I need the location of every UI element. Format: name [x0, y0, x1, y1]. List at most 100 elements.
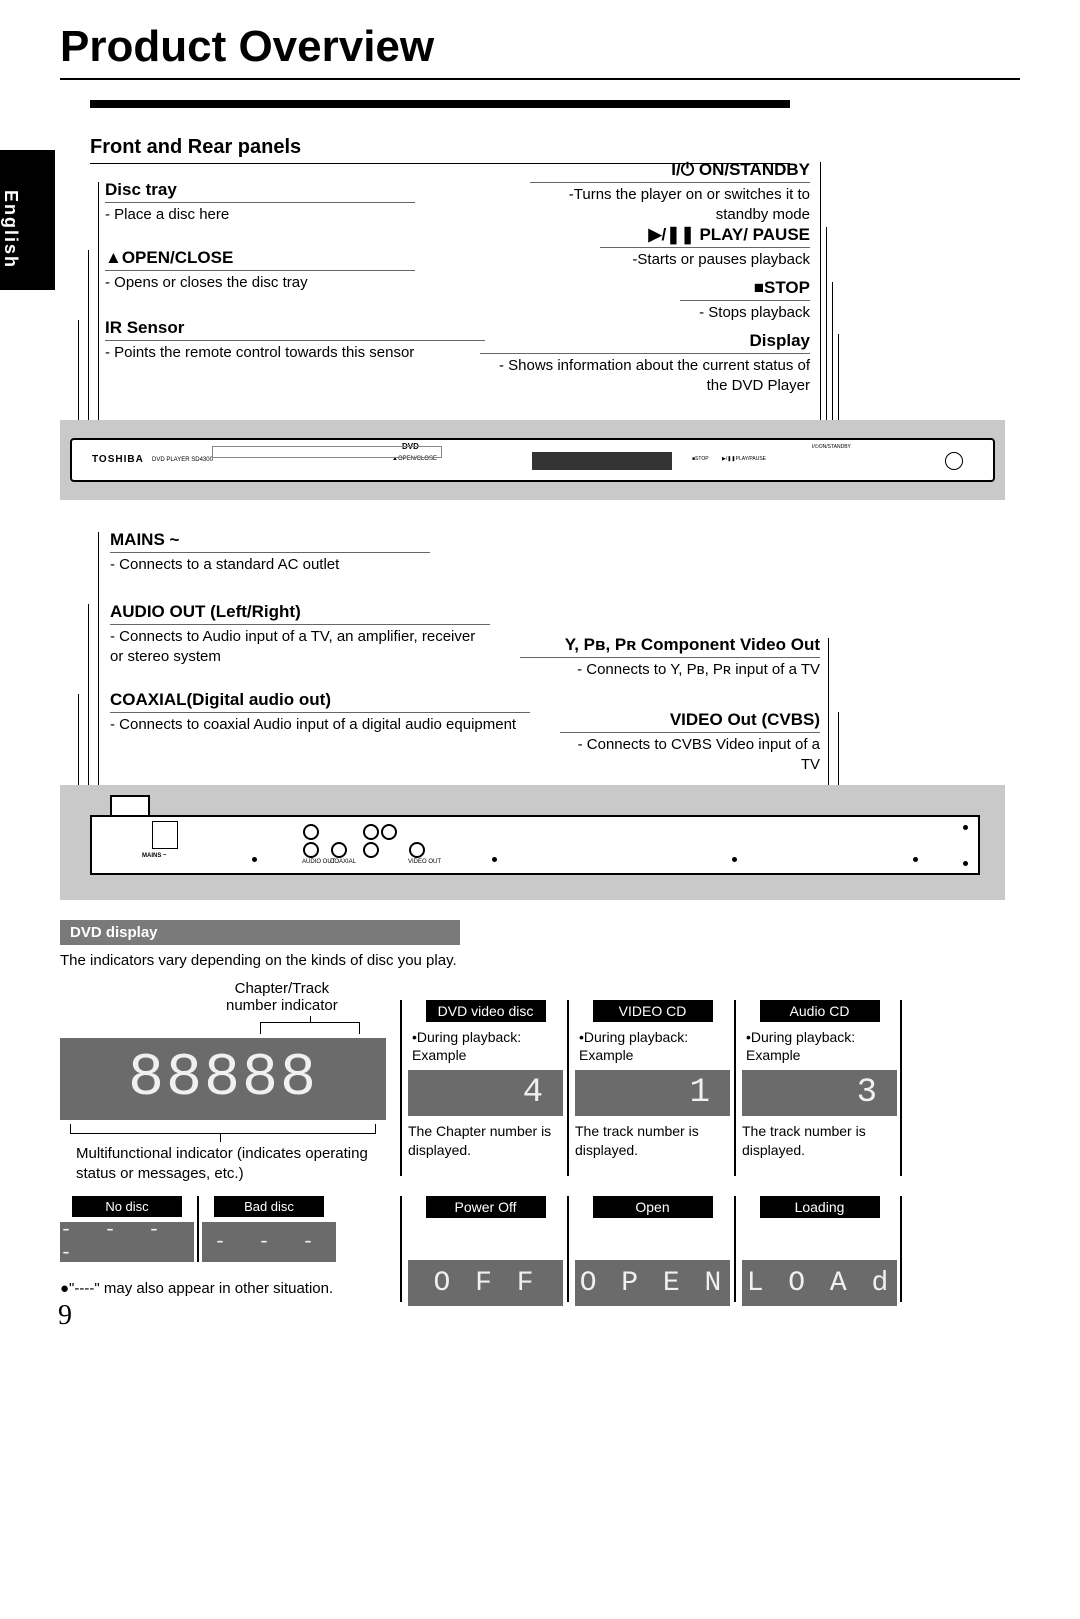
display-col-dvd: DVD video disc •During playback: Example… — [408, 1000, 563, 1159]
screw-dot — [492, 857, 497, 862]
display-desc: - Shows information about the current st… — [480, 356, 810, 395]
cvbs-jack: VIDEO OUT — [408, 841, 441, 865]
col-divider — [734, 1196, 736, 1302]
disc-tray-title: Disc tray — [105, 180, 415, 203]
col-desc: The Chapter number is displayed. — [408, 1122, 563, 1158]
model-label: DVD PLAYER SD4300 — [152, 457, 213, 463]
no-disc-seg: - - - - — [60, 1222, 194, 1262]
title-underline — [60, 78, 1020, 80]
bracket — [70, 1124, 376, 1134]
col-desc: The track number is displayed. — [742, 1122, 897, 1158]
on-standby-desc: -Turns the player on or switches it to s… — [530, 185, 810, 224]
col-divider — [197, 1196, 199, 1262]
front-device: TOSHIBA DVD PLAYER SD4300 DVD ▲OPEN/CLOS… — [70, 438, 995, 482]
coaxial-desc: - Connects to coaxial Audio input of a d… — [110, 715, 530, 735]
brand-label: TOSHIBA — [92, 454, 144, 465]
bad-disc-header: Bad disc — [214, 1196, 324, 1217]
col-divider — [400, 1000, 402, 1176]
col-header: Open — [593, 1196, 713, 1218]
callout-line — [826, 227, 827, 445]
bracket — [260, 1022, 360, 1034]
video-out-title: VIDEO Out (CVBS) — [560, 710, 820, 733]
col-note: •During playback: Example — [742, 1028, 897, 1064]
page-title: Product Overview — [60, 22, 434, 72]
display-col-audiocd: Audio CD •During playback: Example 3 The… — [742, 1000, 897, 1159]
col-seg: 4 — [408, 1070, 563, 1116]
mains-label: MAINS ~ — [142, 853, 167, 859]
big-segment-display: 88888 — [60, 1038, 386, 1120]
standby-button — [945, 452, 963, 470]
screw-dot — [913, 857, 918, 862]
component-desc: - Connects to Y, Pʙ, Pʀ input of a TV — [520, 660, 820, 680]
display-col-poweroff: Power Off O F F — [408, 1196, 563, 1306]
col-divider — [567, 1196, 569, 1302]
callout-line — [98, 182, 99, 460]
ir-sensor-desc: - Points the remote control towards this… — [105, 343, 485, 363]
col-header: Power Off — [426, 1196, 546, 1218]
col-divider — [567, 1000, 569, 1176]
mains-title: MAINS ~ — [110, 530, 430, 553]
video-out-desc: - Connects to CVBS Video input of a TV — [560, 735, 820, 774]
display-note: The indicators vary depending on the kin… — [60, 952, 457, 969]
col-divider — [900, 1196, 902, 1302]
disc-tray-outline — [212, 446, 442, 458]
display-col-loading: Loading L O A d — [742, 1196, 897, 1306]
open-close-title: ▲OPEN/CLOSE — [105, 248, 415, 271]
coaxial-jack: COAXIAL — [330, 841, 356, 865]
component-jacks — [362, 823, 398, 859]
no-disc-header: No disc — [72, 1196, 182, 1217]
mains-port — [152, 821, 178, 849]
component-title: Y, Pʙ, Pʀ Component Video Out — [520, 635, 820, 658]
screw-dot — [963, 825, 968, 830]
ir-sensor-title: IR Sensor — [105, 318, 485, 341]
chapter-track-label: Chapter/Track number indicator — [226, 980, 338, 1014]
col-header: Loading — [760, 1196, 880, 1218]
play-pause-title: ▶/❚❚ PLAY/ PAUSE — [600, 225, 810, 248]
col-seg: O F F — [408, 1260, 563, 1306]
audio-out-title: AUDIO OUT (Left/Right) — [110, 602, 490, 625]
col-seg: L O A d — [742, 1260, 897, 1306]
standby-btn-label: I/⏻ON/STANDBY — [812, 444, 851, 450]
multifunc-label: Multifunctional indicator (indicates ope… — [76, 1144, 396, 1183]
mount-tab — [110, 795, 150, 815]
open-close-desc: - Opens or closes the disc tray — [105, 273, 415, 293]
on-standby-title: I/⏻ ON/STANDBY — [530, 160, 810, 183]
screw-dot — [963, 861, 968, 866]
audio-out-desc: - Connects to Audio input of a TV, an am… — [110, 627, 490, 666]
col-divider — [734, 1000, 736, 1176]
disc-tray-desc: - Place a disc here — [105, 205, 415, 225]
col-divider — [900, 1000, 902, 1176]
col-header: VIDEO CD — [593, 1000, 713, 1022]
coaxial-title: COAXIAL(Digital audio out) — [110, 690, 530, 713]
dvd-display-header: DVD display — [60, 920, 460, 945]
col-seg: 1 — [575, 1070, 730, 1116]
stop-btn-label: ■STOP — [692, 456, 709, 462]
display-window — [532, 452, 672, 470]
rear-device: MAINS ~ AUDIO OUT COAXIAL VIDEO OUT — [90, 815, 980, 875]
display-title: Display — [480, 331, 810, 354]
bad-disc-seg: - - - — [202, 1222, 336, 1262]
double-underline — [90, 100, 790, 108]
callout-line — [220, 1134, 221, 1142]
stop-desc: - Stops playback — [680, 303, 810, 323]
col-desc: The track number is displayed. — [575, 1122, 730, 1158]
play-pause-desc: -Starts or pauses playback — [600, 250, 810, 270]
col-divider — [400, 1196, 402, 1302]
callout-line — [310, 1016, 311, 1022]
play-btn-label: ▶/❚❚PLAY/PAUSE — [722, 456, 766, 462]
col-seg: O P E N — [575, 1260, 730, 1306]
display-col-vcd: VIDEO CD •During playback: Example 1 The… — [575, 1000, 730, 1159]
col-header: Audio CD — [760, 1000, 880, 1022]
stop-title: ■STOP — [680, 278, 810, 301]
col-note: •During playback: Example — [575, 1028, 730, 1064]
col-note: •During playback: Example — [408, 1028, 563, 1064]
footnote: ●"----" may also appear in other situati… — [60, 1280, 333, 1297]
page-number: 9 — [58, 1300, 72, 1332]
col-seg: 3 — [742, 1070, 897, 1116]
screw-dot — [732, 857, 737, 862]
mains-desc: - Connects to a standard AC outlet — [110, 555, 430, 575]
screw-dot — [252, 857, 257, 862]
callout-line — [820, 162, 821, 442]
language-tab: English — [0, 150, 55, 290]
display-col-open: Open O P E N — [575, 1196, 730, 1306]
